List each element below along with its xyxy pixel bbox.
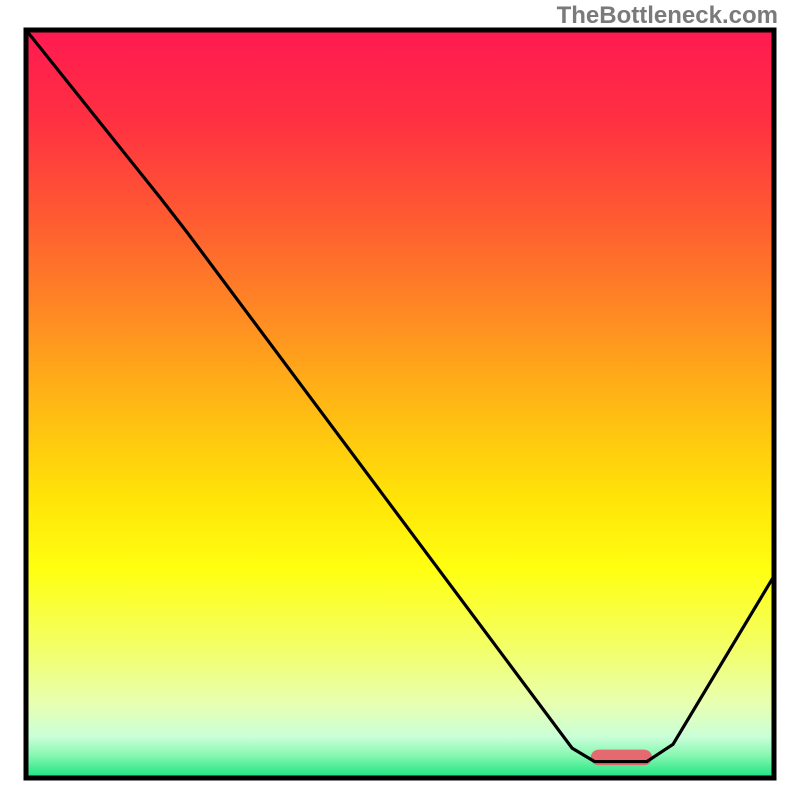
root-container: { "watermark": { "text": "TheBottleneck.… (0, 0, 800, 800)
gradient-background (26, 30, 774, 778)
bottleneck-chart (0, 0, 800, 800)
